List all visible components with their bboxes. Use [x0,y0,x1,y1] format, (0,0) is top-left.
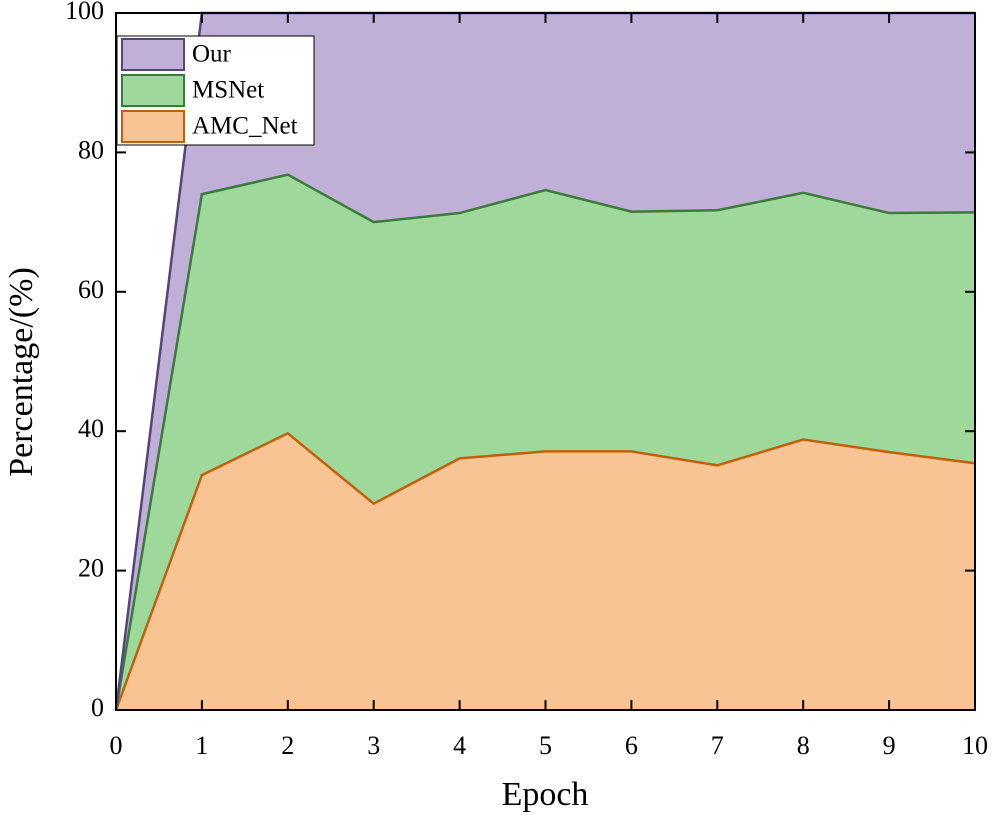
legend-label: Our [192,41,232,68]
x-tick-label: 0 [110,731,123,760]
x-tick-label: 10 [962,731,988,760]
y-tick-label: 0 [91,693,104,722]
y-tick-label: 60 [78,275,104,304]
area-line [114,173,976,711]
legend: Our MSNet AMC_Net [116,35,315,146]
area-fill [116,174,975,711]
area-fill [116,433,975,710]
x-tick-label: 1 [195,731,208,760]
x-tick-label: 2 [281,731,294,760]
x-axis-label: Epoch [502,776,589,813]
x-tick-label: 4 [453,731,466,760]
x-tick-label: 7 [711,731,724,760]
legend-swatch [121,38,185,71]
y-tick-label: 20 [78,554,104,583]
x-tick-label: 8 [797,731,810,760]
legend-swatch [121,74,185,107]
y-tick-label: 80 [78,135,104,164]
x-tick-label: 6 [625,731,638,760]
area-line [114,431,976,711]
x-tick-label: 5 [539,731,552,760]
legend-swatch [121,110,185,143]
y-tick-label: 100 [65,0,104,25]
x-tick-label: 3 [367,731,380,760]
legend-label: AMC_Net [192,113,298,140]
area-fill [116,13,975,710]
x-tick-label: 9 [883,731,896,760]
y-tick-label: 40 [78,414,104,443]
y-axis-label: Percentage/(%) [3,267,40,477]
legend-label: MSNet [192,77,264,104]
